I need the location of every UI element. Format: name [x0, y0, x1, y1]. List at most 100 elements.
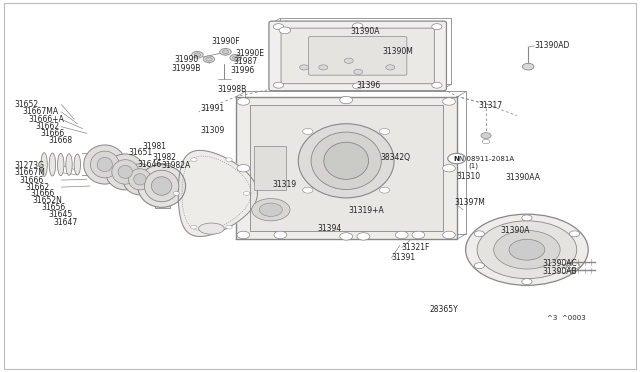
Circle shape	[340, 233, 353, 240]
Circle shape	[353, 23, 363, 29]
Circle shape	[522, 63, 534, 70]
Text: 31981: 31981	[143, 142, 166, 151]
Circle shape	[194, 53, 200, 57]
Circle shape	[432, 82, 442, 88]
Text: 31390AB: 31390AB	[542, 267, 577, 276]
Ellipse shape	[58, 153, 64, 176]
Circle shape	[354, 69, 363, 74]
Circle shape	[237, 231, 250, 238]
Text: N 08911-2081A: N 08911-2081A	[460, 156, 515, 162]
Circle shape	[448, 153, 466, 164]
Circle shape	[357, 233, 370, 240]
Text: 31667MA: 31667MA	[22, 108, 58, 116]
Circle shape	[443, 98, 456, 105]
Circle shape	[477, 221, 577, 279]
Circle shape	[220, 48, 231, 55]
Ellipse shape	[49, 153, 56, 176]
Circle shape	[558, 268, 567, 273]
Ellipse shape	[129, 169, 152, 190]
Ellipse shape	[74, 154, 81, 175]
Text: (1): (1)	[468, 163, 478, 169]
FancyBboxPatch shape	[281, 28, 435, 84]
Ellipse shape	[97, 157, 113, 171]
Ellipse shape	[311, 132, 381, 189]
Text: 31317: 31317	[478, 101, 502, 110]
Text: 31390AA: 31390AA	[505, 173, 540, 182]
Text: 31310: 31310	[457, 172, 481, 181]
Circle shape	[205, 57, 212, 61]
Circle shape	[522, 279, 532, 285]
Circle shape	[380, 187, 390, 193]
Text: 31647: 31647	[53, 218, 77, 227]
Ellipse shape	[152, 177, 172, 195]
Text: 31397M: 31397M	[454, 198, 485, 207]
Ellipse shape	[84, 145, 126, 184]
Ellipse shape	[145, 170, 179, 202]
Text: 31666+A: 31666+A	[29, 115, 65, 124]
Text: 31668: 31668	[48, 135, 72, 145]
Circle shape	[474, 231, 484, 237]
Text: 31390AD: 31390AD	[534, 41, 570, 51]
Ellipse shape	[106, 154, 145, 190]
Text: 31990: 31990	[174, 55, 198, 64]
Circle shape	[380, 128, 390, 134]
Circle shape	[482, 139, 490, 144]
Text: 31991: 31991	[200, 104, 224, 113]
Text: 31666: 31666	[30, 189, 54, 198]
Text: 31996: 31996	[230, 66, 255, 75]
Circle shape	[443, 164, 456, 172]
Ellipse shape	[198, 223, 224, 234]
Circle shape	[226, 225, 232, 229]
Text: 31666: 31666	[40, 129, 65, 138]
Circle shape	[509, 239, 545, 260]
Ellipse shape	[324, 142, 369, 179]
Ellipse shape	[41, 153, 47, 176]
Ellipse shape	[90, 151, 119, 178]
Circle shape	[226, 158, 232, 161]
Circle shape	[259, 203, 282, 217]
Ellipse shape	[66, 154, 72, 175]
Circle shape	[353, 83, 363, 89]
Text: 31982A: 31982A	[162, 161, 191, 170]
Text: 31319+A: 31319+A	[348, 206, 384, 215]
Text: 31982: 31982	[153, 153, 177, 162]
Circle shape	[237, 164, 250, 172]
Text: 31987: 31987	[233, 57, 257, 66]
Ellipse shape	[138, 165, 186, 207]
Text: 31391: 31391	[392, 253, 415, 262]
Text: 31990E: 31990E	[236, 49, 265, 58]
Text: 31999B: 31999B	[172, 64, 201, 73]
Circle shape	[232, 56, 239, 60]
Circle shape	[303, 128, 313, 134]
Text: 31390M: 31390M	[383, 47, 413, 56]
Text: 31990F: 31990F	[211, 37, 240, 46]
Circle shape	[300, 65, 308, 70]
Text: 31667M: 31667M	[15, 168, 45, 177]
Circle shape	[493, 231, 560, 269]
Text: 31656: 31656	[42, 203, 66, 212]
Bar	[253, 146, 285, 190]
Circle shape	[412, 231, 425, 238]
Circle shape	[243, 192, 250, 195]
Ellipse shape	[123, 164, 157, 195]
Circle shape	[443, 231, 456, 238]
Ellipse shape	[118, 166, 132, 179]
Bar	[236, 97, 457, 239]
Circle shape	[237, 98, 250, 105]
Text: 31319: 31319	[273, 180, 297, 189]
Circle shape	[474, 263, 484, 269]
Text: N: N	[454, 155, 460, 161]
Text: 28365Y: 28365Y	[430, 305, 459, 314]
Text: 31394: 31394	[317, 224, 342, 234]
Text: ^3  ^0003: ^3 ^0003	[547, 315, 586, 321]
Circle shape	[222, 50, 228, 54]
Circle shape	[344, 58, 353, 63]
Ellipse shape	[298, 124, 394, 198]
Text: 31652: 31652	[15, 100, 39, 109]
Circle shape	[273, 82, 284, 88]
Text: 31321F: 31321F	[402, 243, 430, 252]
Circle shape	[279, 27, 291, 34]
Circle shape	[191, 158, 197, 161]
Text: 31662: 31662	[35, 122, 60, 131]
Circle shape	[570, 231, 580, 237]
